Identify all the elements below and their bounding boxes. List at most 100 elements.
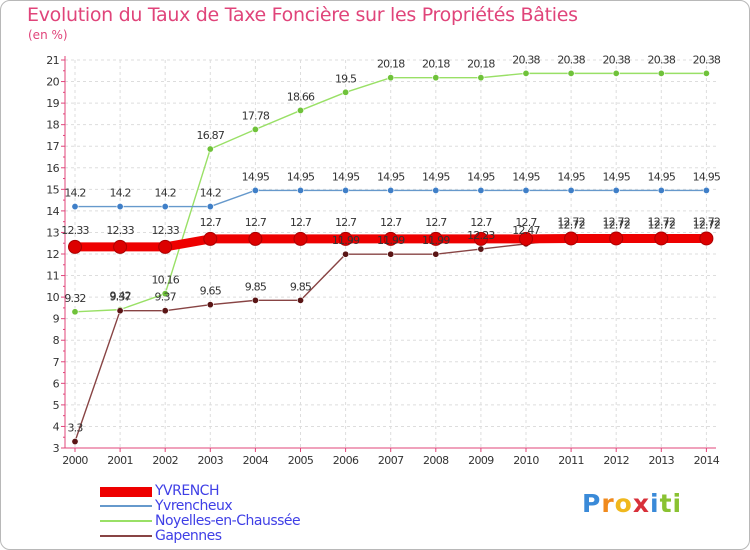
data-point xyxy=(567,186,575,194)
x-tick-label: 2002 xyxy=(152,454,178,467)
data-point xyxy=(342,250,350,258)
data-point xyxy=(612,186,620,194)
legend-swatch-yvrench xyxy=(100,487,152,497)
data-point xyxy=(116,307,124,315)
data-label: 11.99 xyxy=(422,234,450,247)
y-tick-label: 8 xyxy=(53,334,60,347)
y-tick-label: 3 xyxy=(53,442,60,455)
data-label: 14.2 xyxy=(109,187,130,200)
data-label: 3.3 xyxy=(67,422,83,435)
data-point xyxy=(477,186,485,194)
data-label: 20.38 xyxy=(648,53,676,66)
data-label: 20.18 xyxy=(467,58,495,71)
series-lines xyxy=(68,69,714,446)
data-label: 11.99 xyxy=(332,234,360,247)
data-label: 20.38 xyxy=(512,53,540,66)
data-point xyxy=(296,296,304,304)
data-point xyxy=(342,186,350,194)
data-label: 12.33 xyxy=(61,224,89,237)
data-point xyxy=(428,231,443,246)
data-point xyxy=(657,69,665,77)
data-point xyxy=(296,186,304,194)
data-label: 14.95 xyxy=(467,170,495,183)
data-label: 20.38 xyxy=(557,53,585,66)
data-point xyxy=(293,231,308,246)
x-tick-label: 2007 xyxy=(378,454,404,467)
data-point xyxy=(203,231,218,246)
chart-title: Evolution du Taux de Taxe Foncière sur l… xyxy=(27,4,578,26)
data-point xyxy=(206,145,214,153)
data-point xyxy=(342,88,350,96)
y-tick-label: 5 xyxy=(53,399,60,412)
x-tick-label: 2005 xyxy=(288,454,314,467)
y-tick-label: 10 xyxy=(46,291,59,304)
y-tick-label: 4 xyxy=(53,420,60,433)
legend-swatch-yvrencheux xyxy=(100,505,152,507)
data-label: 14.95 xyxy=(693,170,721,183)
data-label: 14.95 xyxy=(287,170,315,183)
data-point xyxy=(71,203,79,211)
y-tick-label: 20 xyxy=(46,76,59,89)
data-point xyxy=(432,250,440,258)
logo-letter: t xyxy=(659,489,673,518)
x-tick-label: 2000 xyxy=(62,454,88,467)
data-label: 12.47 xyxy=(512,224,540,237)
data-point xyxy=(251,125,259,133)
proxiti-logo: Proxiti xyxy=(582,489,682,518)
data-label: 12.7 xyxy=(290,216,312,229)
data-label: 9.42 xyxy=(109,290,130,303)
data-point xyxy=(699,231,714,246)
legend-label-noyelles: Noyelles-en-Chaussée xyxy=(155,513,301,529)
data-label: 18.66 xyxy=(287,90,315,103)
data-label: 14.2 xyxy=(200,187,221,200)
data-label: 14.95 xyxy=(377,170,405,183)
data-label: 20.38 xyxy=(693,53,721,66)
y-tick-label: 21 xyxy=(46,54,59,67)
data-label: 12.7 xyxy=(470,216,492,229)
data-label: 12.7 xyxy=(200,216,222,229)
data-point xyxy=(206,203,214,211)
data-point xyxy=(161,307,169,315)
logo-letter: x xyxy=(632,489,650,518)
logo-letter: i xyxy=(650,489,660,518)
data-point xyxy=(702,69,710,77)
y-tick-label: 9 xyxy=(53,313,60,326)
data-label: 10.16 xyxy=(151,274,179,287)
x-tick-label: 2001 xyxy=(107,454,133,467)
y-tick-label: 15 xyxy=(46,183,59,196)
data-label: 12.72 xyxy=(602,218,630,231)
data-label: 12.33 xyxy=(106,224,134,237)
data-label: 12.7 xyxy=(245,216,267,229)
data-label: 12.72 xyxy=(693,218,721,231)
logo-letter: o xyxy=(614,489,633,518)
x-tick-label: 2011 xyxy=(558,454,584,467)
legend-label-gapennes: Gapennes xyxy=(155,528,222,544)
data-label: 9.37 xyxy=(109,291,131,304)
y-unit-label: (en %) xyxy=(28,28,68,42)
data-label: 12.23 xyxy=(467,229,495,242)
logo-letter: P xyxy=(582,489,602,518)
y-tick-label: 18 xyxy=(46,119,59,132)
data-label: 9.65 xyxy=(200,285,222,298)
data-point xyxy=(432,186,440,194)
x-tick-label: 2003 xyxy=(197,454,223,467)
y-tick-label: 12 xyxy=(46,248,59,261)
data-label: 20.18 xyxy=(377,58,405,71)
y-tick-label: 13 xyxy=(46,226,59,239)
data-point xyxy=(71,438,79,446)
data-label: 14.95 xyxy=(602,170,630,183)
data-label: 9.32 xyxy=(64,292,85,305)
data-point xyxy=(612,69,620,77)
data-label: 11.99 xyxy=(377,234,405,247)
x-tick-label: 2004 xyxy=(243,454,269,467)
data-point xyxy=(387,186,395,194)
data-label: 12.7 xyxy=(335,216,357,229)
y-tick-label: 6 xyxy=(53,377,60,390)
y-tick-label: 16 xyxy=(46,162,59,175)
data-label: 12.33 xyxy=(151,224,179,237)
data-point xyxy=(113,239,128,254)
data-point xyxy=(477,245,485,253)
data-label: 9.85 xyxy=(245,280,267,293)
